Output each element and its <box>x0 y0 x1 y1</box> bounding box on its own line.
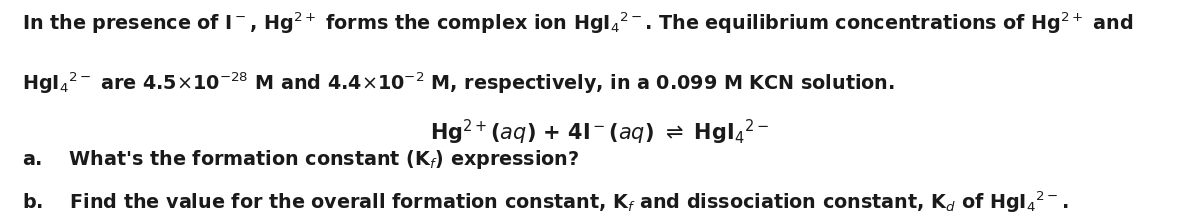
Text: In the presence of I$^-$, Hg$^{2+}$ forms the complex ion HgI$_4$$^{2-}$. The eq: In the presence of I$^-$, Hg$^{2+}$ form… <box>22 11 1133 36</box>
Text: HgI$_4$$^{2-}$ are 4.5$\times$10$^{-28}$ M and 4.4$\times$10$^{-2}$ M, respectiv: HgI$_4$$^{2-}$ are 4.5$\times$10$^{-28}$… <box>22 70 894 95</box>
Text: Hg$^{2+}$($\it{aq}$) + 4I$^-$($\it{aq}$) $\rightleftharpoons$ HgI$_4$$^{2-}$: Hg$^{2+}$($\it{aq}$) + 4I$^-$($\it{aq}$)… <box>431 118 769 147</box>
Text: b.    Find the value for the overall formation constant, K$_f$ and dissociation : b. Find the value for the overall format… <box>22 189 1068 215</box>
Text: a.    What's the formation constant (K$_f$) expression?: a. What's the formation constant (K$_f$)… <box>22 148 578 171</box>
